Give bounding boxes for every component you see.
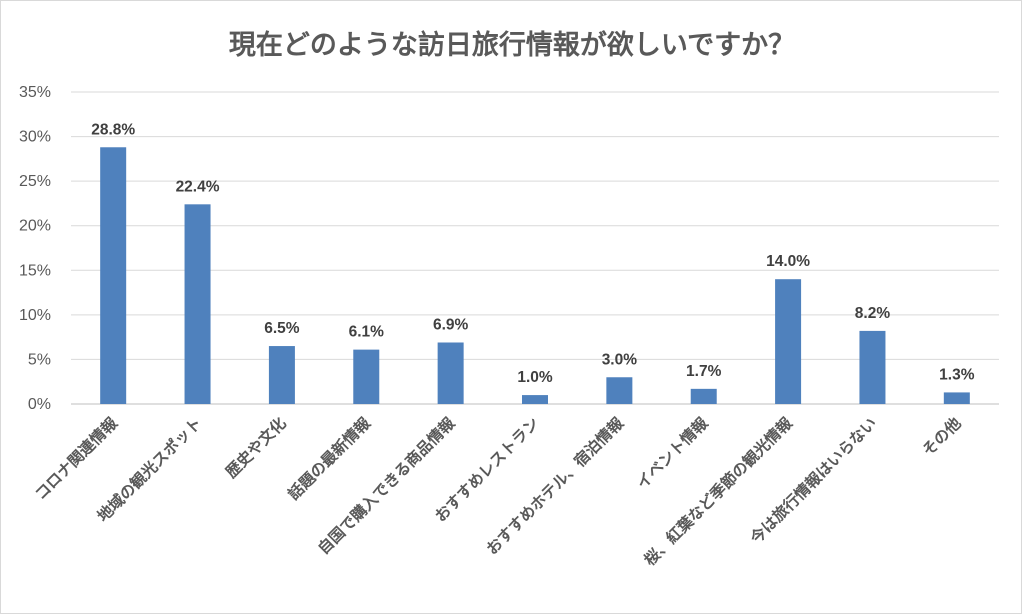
bar — [775, 279, 802, 404]
bar — [100, 147, 127, 405]
y-tick-label: 15% — [19, 262, 51, 279]
data-label: 28.8% — [91, 121, 135, 138]
category-label: 話題の最新情報 — [284, 413, 375, 504]
y-tick-label: 35% — [19, 84, 51, 101]
bar — [268, 346, 295, 404]
y-tick-label: 20% — [19, 218, 51, 235]
category-label: 桜、紅葉など季節の観光情報 — [640, 413, 796, 569]
data-label: 8.2% — [855, 305, 891, 322]
data-label: 14.0% — [766, 253, 810, 270]
data-label: 1.3% — [939, 366, 975, 383]
chart-title: 現在どのような訪日旅行情報が欲しいですか？ — [229, 29, 795, 61]
data-label: 6.9% — [433, 316, 469, 333]
bar — [859, 330, 886, 404]
bar — [184, 204, 211, 404]
category-label: イベント情報 — [632, 413, 712, 493]
data-labels: 28.8% 22.4% 6.5% 6.1% 6.9% 1.0% 3.0% 1.7% 14.0% 8… — [91, 121, 974, 386]
category-label: その他 — [918, 413, 965, 460]
category-label: コロナ関連情報 — [31, 413, 122, 504]
y-tick-label: 5% — [28, 351, 51, 368]
y-tick-label: 0% — [28, 396, 51, 413]
data-label: 6.1% — [349, 324, 385, 341]
data-label: 3.0% — [602, 351, 638, 368]
category-label: 自国で購入できる商品情報 — [314, 413, 459, 558]
bar — [353, 349, 380, 404]
data-label: 1.0% — [517, 369, 553, 386]
bar — [943, 392, 970, 404]
data-label: 1.7% — [686, 363, 722, 380]
data-label: 22.4% — [176, 178, 220, 195]
y-tick-label: 25% — [19, 173, 51, 190]
bars — [100, 147, 970, 405]
data-label: 6.5% — [264, 320, 300, 337]
y-tick-label: 10% — [19, 307, 51, 324]
category-label: 歴史や文化 — [221, 413, 290, 482]
y-axis-tick-labels: 0% 5% 10% 15% 20% 25% 30% 35% — [19, 84, 51, 413]
bar — [522, 395, 548, 404]
bar — [437, 342, 464, 404]
bar — [606, 377, 633, 404]
category-label: おすすめホテル、宿泊情報 — [482, 413, 627, 558]
gridlines — [71, 91, 999, 405]
bar — [690, 388, 717, 404]
y-tick-label: 30% — [19, 129, 51, 146]
